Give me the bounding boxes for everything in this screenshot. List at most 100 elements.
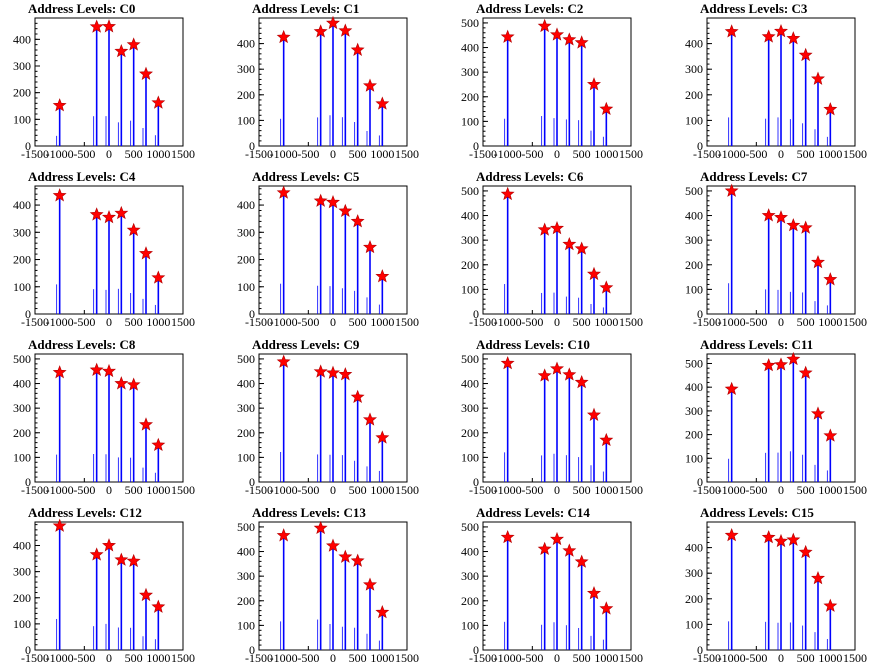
peak-star-marker <box>599 101 614 115</box>
chart-title: Address Levels: C4 <box>28 169 136 184</box>
x-tick-label: 1000 <box>818 483 842 497</box>
x-tick-label: 0 <box>778 147 784 161</box>
x-tick-label: 0 <box>778 315 784 329</box>
peak-star-marker <box>102 209 116 224</box>
chart-panel-15: Address Levels: C15 0 100 200 300 400 -1500-10… <box>685 505 867 665</box>
x-tick-label: -1000 <box>46 315 74 329</box>
y-tick-label: 0 <box>249 475 255 489</box>
peak-star-marker <box>761 29 776 43</box>
x-tick-label: -500 <box>521 147 543 161</box>
y-tick-label: 0 <box>25 139 31 153</box>
x-tick-label: 1000 <box>370 315 394 329</box>
y-tick-label: 100 <box>237 450 255 464</box>
y-tick-label: 0 <box>697 643 703 657</box>
peak-star-marker <box>151 95 166 109</box>
x-tick-label: -500 <box>745 315 767 329</box>
peak-star-marker <box>562 32 577 46</box>
peak-star-marker <box>798 220 813 234</box>
x-tick-label: -1000 <box>270 315 298 329</box>
chart-panel-12: Address Levels: C12 0 100 200 300 400 -1500-10… <box>13 505 195 665</box>
chart-panel-1: Address Levels: C1 0 100 200 300 400 -1500-100… <box>237 1 419 161</box>
chart-panel-11: Address Levels: C11 0 100 200 300 400 500 -1500… <box>685 337 867 497</box>
chart-title: Address Levels: C0 <box>28 1 135 16</box>
peak-star-marker <box>724 183 739 197</box>
peak-star-marker <box>500 356 515 370</box>
chart-title: Address Levels: C1 <box>252 1 359 16</box>
chart-title: Address Levels: C15 <box>700 505 814 520</box>
x-tick-label: -1500 <box>469 651 497 665</box>
peak-star-marker <box>550 361 564 375</box>
peak-star-marker <box>375 430 390 444</box>
x-tick-label: 1000 <box>594 147 618 161</box>
peak-star-marker <box>338 367 353 381</box>
x-tick-label: -1000 <box>270 147 298 161</box>
y-tick-label: 300 <box>461 233 479 247</box>
peak-star-marker <box>52 365 67 379</box>
x-tick-label: -1500 <box>693 483 721 497</box>
peak-star-marker <box>338 549 353 563</box>
y-tick-label: 300 <box>237 225 255 239</box>
y-tick-label: 0 <box>25 307 31 321</box>
x-tick-label: 0 <box>330 147 336 161</box>
peak-star-marker <box>562 543 577 557</box>
peak-star-marker <box>761 530 776 544</box>
x-tick-label: 0 <box>330 315 336 329</box>
peak-star-marker <box>114 205 129 220</box>
x-tick-label: -500 <box>297 483 319 497</box>
y-tick-label: 300 <box>13 565 31 579</box>
y-tick-label: 100 <box>685 617 703 631</box>
y-tick-label: 100 <box>461 282 479 296</box>
y-tick-label: 200 <box>685 258 703 272</box>
x-tick-label: -500 <box>745 483 767 497</box>
x-tick-label: 500 <box>573 483 591 497</box>
y-tick-label: 400 <box>237 377 255 391</box>
peak-star-marker <box>126 222 141 237</box>
peak-star-marker <box>126 553 141 568</box>
y-tick-label: 100 <box>237 280 255 294</box>
chart-panel-7: Address Levels: C70100200300400500-1500-… <box>685 169 867 329</box>
x-tick-label: 0 <box>778 483 784 497</box>
x-tick-label: 0 <box>554 315 560 329</box>
x-tick-label: -1000 <box>494 147 522 161</box>
peak-star-marker <box>350 42 365 56</box>
y-tick-label: 400 <box>13 32 31 46</box>
y-tick-label: 300 <box>13 225 31 239</box>
x-tick-label: 0 <box>106 147 112 161</box>
peak-star-marker <box>811 570 825 585</box>
peak-star-marker <box>114 43 129 58</box>
peak-star-marker <box>363 78 377 92</box>
x-tick-label: 1000 <box>146 147 170 161</box>
y-tick-label: 100 <box>237 618 255 632</box>
y-tick-label: 500 <box>685 356 703 370</box>
peak-star-marker <box>811 406 825 420</box>
peak-star-marker <box>500 529 515 544</box>
y-tick-label: 200 <box>461 426 479 440</box>
x-tick-label: -1000 <box>270 651 298 665</box>
x-tick-label: 500 <box>573 147 591 161</box>
x-tick-label: 500 <box>125 483 143 497</box>
x-tick-label: -500 <box>73 651 95 665</box>
y-tick-label: 500 <box>461 352 479 366</box>
peak-star-marker <box>761 358 776 372</box>
x-tick-label: -500 <box>73 315 95 329</box>
y-tick-label: 0 <box>249 643 255 657</box>
peak-star-marker <box>724 381 739 395</box>
y-tick-label: 0 <box>249 307 255 321</box>
peak-star-marker <box>550 27 564 41</box>
peak-star-marker <box>89 19 104 33</box>
y-tick-label: 400 <box>237 37 255 51</box>
peak-star-marker <box>375 96 390 110</box>
y-tick-label: 100 <box>237 113 255 127</box>
x-tick-label: 500 <box>349 651 367 665</box>
x-tick-label: 1500 <box>171 483 195 497</box>
x-tick-label: 0 <box>554 651 560 665</box>
peak-star-marker <box>313 193 328 207</box>
y-tick-label: 200 <box>685 428 703 442</box>
chart-title: Address Levels: C10 <box>476 337 590 352</box>
y-tick-label: 200 <box>237 88 255 102</box>
x-tick-label: -500 <box>521 651 543 665</box>
peak-star-marker <box>761 208 776 222</box>
x-tick-label: 1500 <box>395 651 419 665</box>
peak-star-marker <box>574 35 589 49</box>
x-tick-label: -500 <box>521 315 543 329</box>
